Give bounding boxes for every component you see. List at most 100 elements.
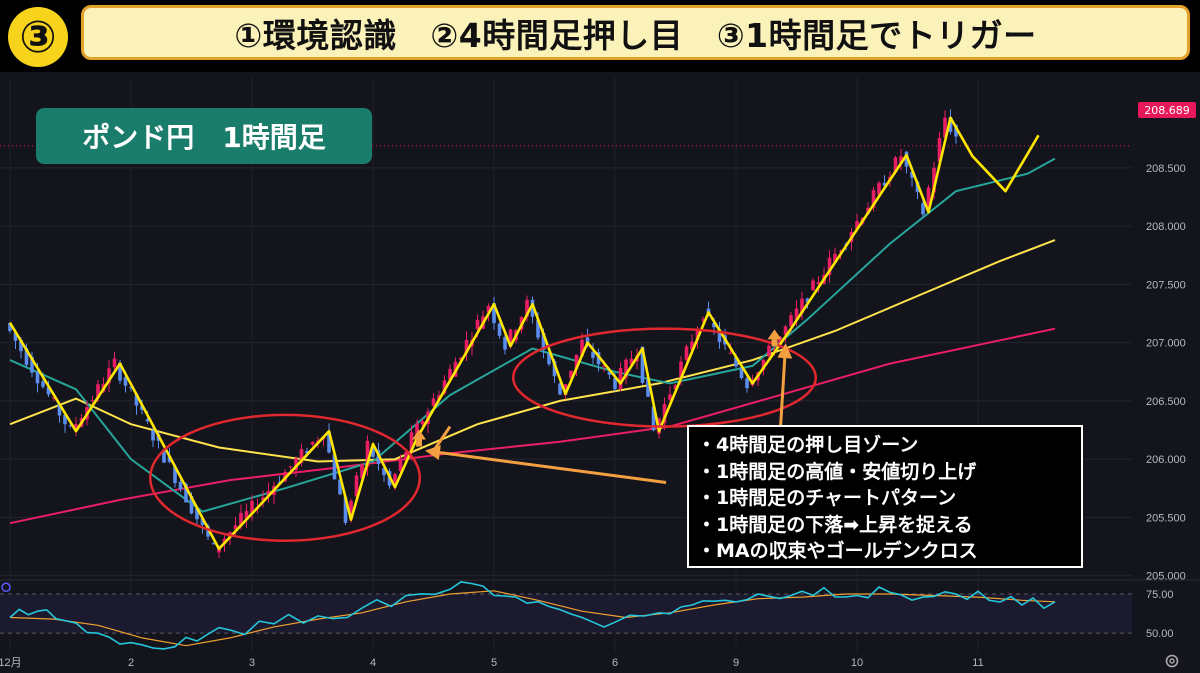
- price-axis-label: 207.000: [1146, 338, 1186, 350]
- price-chart[interactable]: 208.500 208.000 207.500 207.000 206.500 206.0…: [0, 72, 1200, 673]
- candle-body: [618, 367, 623, 389]
- candle-body: [140, 405, 144, 410]
- candle-body: [684, 346, 689, 360]
- price-axis-label: 207.500: [1146, 279, 1186, 291]
- entry-arrow-icon: [412, 429, 426, 440]
- candle-body: [195, 507, 199, 520]
- candle-body: [129, 386, 133, 389]
- candle-body: [558, 383, 562, 395]
- candle-body: [607, 371, 612, 375]
- candle-body: [63, 414, 67, 425]
- candle-body: [415, 423, 419, 439]
- candle-body: [343, 497, 348, 523]
- pointer-arrow: [432, 425, 452, 452]
- candle-body: [261, 497, 265, 501]
- candle-body: [937, 138, 942, 162]
- ma-mid-line: [9, 239, 1056, 463]
- osc-marker-icon: [1, 582, 11, 593]
- candle-body: [184, 483, 188, 503]
- time-axis-label: 3: [249, 657, 255, 669]
- osc-axis-label: 50.00: [1146, 628, 1174, 640]
- candle-body: [145, 419, 150, 422]
- pointer-arrow: [777, 343, 793, 436]
- candle-body: [552, 360, 557, 377]
- candle-body: [624, 359, 628, 378]
- candle-body: [640, 346, 645, 383]
- price-axis-label: 206.000: [1146, 454, 1186, 466]
- candle-body: [882, 182, 887, 186]
- candle-body: [354, 475, 359, 497]
- candle-body: [508, 329, 513, 346]
- current-price-tag: 208.689: [1138, 102, 1196, 118]
- time-axis-label: 6: [612, 657, 618, 669]
- candle-body: [46, 386, 51, 395]
- candle-body: [690, 341, 694, 351]
- pair-timeframe-label: ポンド円 1時間足: [36, 108, 372, 164]
- candle-body: [530, 299, 535, 317]
- candle-body: [68, 425, 73, 427]
- candle-body: [668, 394, 672, 400]
- candle-body: [783, 326, 788, 335]
- candle-body: [525, 299, 529, 317]
- candle-body: [250, 500, 254, 514]
- candle-body: [761, 359, 766, 370]
- candle-body: [794, 308, 799, 320]
- candle-body: [932, 167, 936, 193]
- candle-body: [613, 377, 617, 390]
- price-axis-label: 206.500: [1146, 396, 1186, 408]
- candle-body: [123, 377, 128, 386]
- candle-body: [767, 345, 771, 357]
- candle-body: [459, 357, 463, 361]
- candle-body: [899, 156, 903, 164]
- candle-body: [19, 339, 23, 352]
- settings-gear-icon[interactable]: [1164, 653, 1180, 669]
- candle-body: [360, 464, 364, 479]
- candle-body: [200, 518, 205, 525]
- candle-body: [404, 452, 408, 462]
- candle-body: [646, 378, 650, 397]
- candle-body: [35, 371, 40, 384]
- time-axis-label: 5: [491, 657, 497, 669]
- candle-body: [178, 481, 183, 490]
- candle-body: [871, 190, 876, 208]
- candle-body: [602, 365, 606, 367]
- candle-body: [893, 157, 898, 173]
- candle-body: [778, 336, 782, 348]
- time-axis-label: 12月: [0, 657, 22, 669]
- candle-body: [679, 361, 683, 379]
- price-axis-label: 205.500: [1146, 512, 1186, 524]
- candle-body: [574, 354, 579, 369]
- candle-body: [442, 380, 447, 394]
- candle-body: [349, 500, 353, 518]
- notes-box: ・4時間足の押し目ゾーン ・1時間足の高値・安値切り上げ ・1時間足のチャートパ…: [687, 425, 1083, 568]
- candle-body: [266, 490, 271, 496]
- highlight-ellipse: [512, 327, 817, 428]
- candle-body: [536, 319, 540, 338]
- candle-body: [734, 357, 738, 367]
- price-axis-label: 205.000: [1146, 571, 1186, 583]
- candle-body: [151, 430, 155, 441]
- osc-band: [0, 593, 1132, 634]
- candle-body: [30, 357, 34, 373]
- candle-body: [745, 378, 749, 389]
- candle-body: [162, 449, 166, 463]
- candle-body: [393, 473, 397, 487]
- candle-body: [800, 298, 804, 314]
- osc-signal-line: [9, 590, 1056, 647]
- osc-main-line: [9, 581, 1056, 650]
- time-axis-label: 10: [851, 657, 863, 669]
- candle-body: [233, 525, 238, 530]
- candle-body: [448, 368, 452, 380]
- candle-body: [547, 353, 551, 365]
- time-axis-label: 11: [972, 657, 983, 669]
- entry-arrow-icon: [771, 339, 778, 347]
- candle-body: [717, 329, 722, 342]
- candle-body: [904, 151, 909, 167]
- time-axis-label: 2: [128, 657, 134, 669]
- candle-body: [486, 306, 491, 313]
- candle-body: [41, 381, 45, 387]
- candle-body: [173, 466, 177, 484]
- candle-body: [877, 182, 881, 195]
- zigzag-line: [8, 116, 1040, 551]
- candle-body: [365, 440, 370, 468]
